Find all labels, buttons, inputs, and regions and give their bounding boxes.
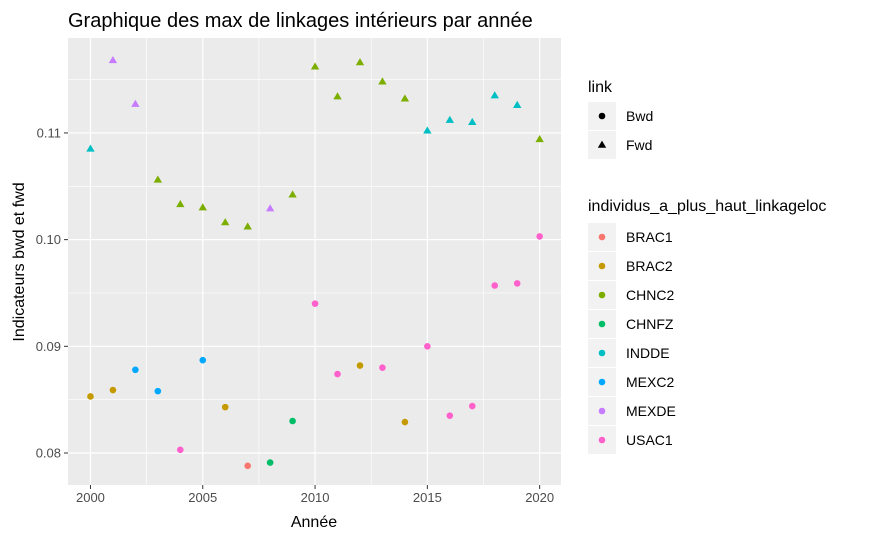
color-legend-label: USAC1	[626, 432, 673, 448]
data-point-fwd	[288, 190, 297, 198]
color-legend-label: BRAC2	[626, 258, 673, 274]
legend-key-circle	[598, 112, 606, 120]
y-tick-label: 0.11	[37, 125, 61, 140]
legend-key-color	[598, 233, 606, 241]
data-point-bwd	[132, 366, 139, 374]
x-tick-label: 2000	[76, 490, 105, 505]
data-point-bwd	[87, 393, 94, 400]
data-point-bwd	[266, 459, 274, 466]
data-point-bwd	[199, 356, 207, 364]
x-tick-label: 2005	[188, 490, 217, 505]
data-point-bwd	[177, 446, 184, 454]
y-axis-title: Indicateurs bwd et fwd	[11, 182, 28, 341]
data-point-bwd	[289, 417, 296, 425]
data-point-fwd	[445, 115, 454, 123]
shape-legend: link Bwd Fwd	[588, 79, 653, 159]
data-point-fwd	[333, 92, 342, 100]
data-point-bwd	[491, 282, 499, 289]
data-point-bwd	[221, 403, 229, 411]
data-points	[86, 56, 544, 470]
legend-key-color	[598, 378, 606, 386]
x-tick-label: 2010	[301, 490, 330, 505]
data-point-bwd	[468, 402, 476, 410]
x-tick-label: 2020	[525, 490, 554, 505]
color-legend-label: INDDE	[626, 345, 670, 361]
legend-key-color	[598, 320, 606, 328]
axis-ticks: 2000 2005 2010 2015 2020 0.08 0.09 0.10 0.11	[36, 125, 554, 505]
legend-key-triangle	[597, 140, 607, 148]
data-point-fwd	[423, 126, 432, 134]
data-point-fwd	[513, 100, 522, 108]
data-point-fwd	[86, 144, 95, 152]
data-point-fwd	[153, 175, 163, 183]
data-point-fwd	[108, 56, 118, 64]
data-point-bwd	[244, 462, 251, 470]
color-legend-label: CHNC2	[626, 287, 674, 303]
data-point-bwd	[334, 370, 341, 378]
x-tick-label: 2015	[413, 490, 442, 505]
data-point-bwd	[401, 418, 409, 426]
y-tick-label: 0.08	[36, 446, 61, 461]
data-point-fwd	[310, 62, 320, 70]
x-axis-title: Année	[291, 514, 337, 531]
data-point-fwd	[355, 58, 365, 66]
data-point-bwd	[513, 280, 521, 287]
data-point-fwd	[198, 203, 207, 211]
shape-legend-label: Bwd	[626, 108, 653, 124]
color-legend: individus_a_plus_haut_linkageloc BRAC1 BRA…	[588, 198, 826, 454]
legend-key-color	[598, 436, 606, 444]
data-point-fwd	[490, 91, 499, 99]
chart-title: Graphique des max de linkages intérieurs…	[68, 10, 533, 32]
data-point-fwd	[176, 200, 185, 208]
legend-key-color	[598, 349, 606, 357]
data-point-bwd	[154, 387, 162, 395]
grid-lines	[68, 38, 561, 485]
data-point-bwd	[109, 386, 117, 394]
data-point-bwd	[311, 300, 319, 307]
data-point-bwd	[536, 233, 543, 240]
data-point-fwd	[535, 134, 544, 143]
data-point-bwd	[379, 364, 386, 371]
color-legend-label: BRAC1	[626, 229, 673, 245]
data-point-fwd	[378, 77, 387, 85]
data-point-fwd	[468, 117, 477, 126]
shape-legend-title: link	[588, 79, 613, 96]
legend-key-color	[598, 291, 606, 299]
y-tick-label: 0.10	[36, 232, 61, 247]
color-legend-label: MEXC2	[626, 374, 674, 390]
color-legend-title: individus_a_plus_haut_linkageloc	[588, 198, 826, 215]
data-point-bwd	[446, 412, 454, 419]
data-point-fwd	[221, 218, 230, 226]
legend-key-color	[598, 262, 606, 270]
data-point-fwd	[243, 222, 252, 230]
legend-key-color	[598, 407, 606, 415]
shape-legend-label: Fwd	[626, 137, 652, 153]
data-point-bwd	[424, 343, 431, 350]
data-point-bwd	[356, 362, 364, 369]
data-point-fwd	[265, 204, 275, 212]
data-point-fwd	[400, 94, 410, 102]
color-legend-label: CHNFZ	[626, 316, 674, 332]
data-point-fwd	[131, 99, 140, 107]
color-legend-label: MEXDE	[626, 403, 676, 419]
y-tick-label: 0.09	[36, 339, 61, 354]
